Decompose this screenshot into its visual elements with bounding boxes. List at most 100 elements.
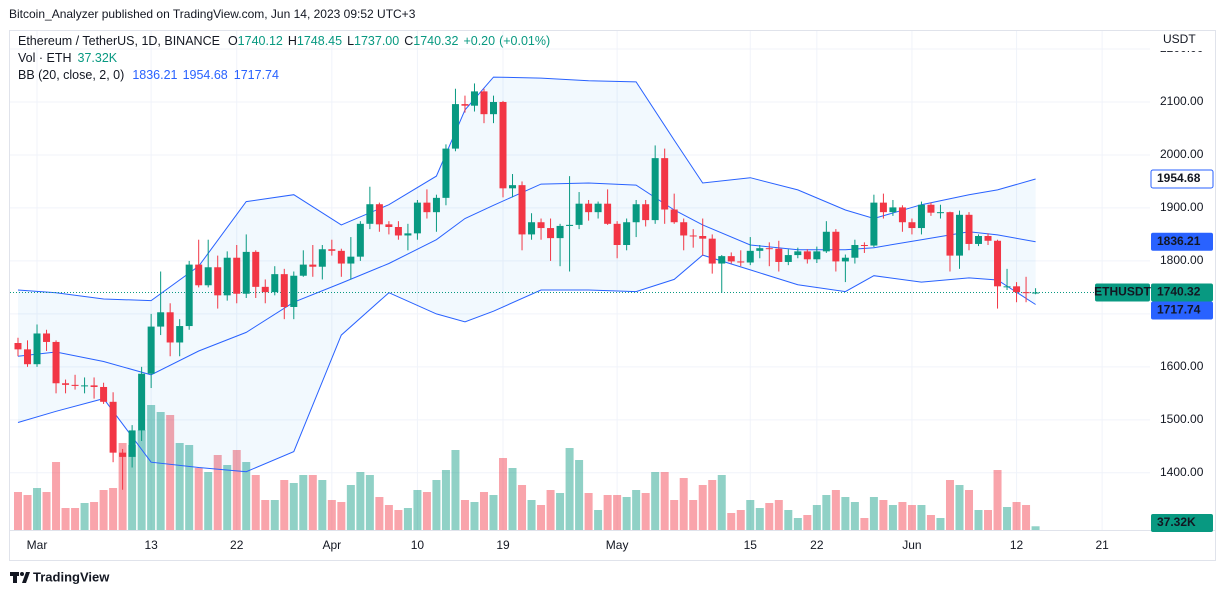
volume-bar [166,415,175,530]
volume-bar [575,460,584,530]
volume-bar [137,430,146,530]
x-tick-label: May [606,538,629,552]
candle-body [1013,286,1021,293]
volume-bar [109,488,118,530]
volume-bar [774,500,783,530]
y-tick-label: 1400.00 [1160,465,1204,479]
candle-body [1003,286,1011,288]
x-tick-label: 21 [1095,538,1109,552]
bb-value: 1717.74 [234,68,279,82]
candle [784,249,792,266]
volume-bar [365,475,374,530]
candle [623,218,631,251]
candle [43,329,51,351]
candle [252,250,260,298]
volume-bar [185,445,194,530]
candle [566,176,574,272]
y-tick-label: 1800.00 [1160,253,1204,267]
candle [1022,276,1030,303]
candle [480,88,488,124]
ohlc-value: 1740.32 [413,34,458,48]
volume-bar [270,500,279,530]
y-tick-label: 1600.00 [1160,359,1204,373]
candle [537,218,545,240]
candle [1032,288,1040,295]
candle-body [423,202,431,213]
volume-bar [337,502,346,530]
candle-body [24,349,32,365]
candle-body [689,235,697,237]
candle-body [328,249,336,251]
candle [470,83,478,112]
y-tick-label: 1500.00 [1160,412,1204,426]
volume-bar [860,518,869,530]
candle-body [594,203,602,213]
candle [984,233,992,246]
x-tick-label: Jun [902,538,921,552]
candle-body [347,256,355,264]
volume-bar [251,475,260,530]
volume-bar [917,505,926,530]
volume-bar [156,412,165,530]
candle [261,279,269,304]
bb-name: BB (20, close, 2, 0) [18,68,124,82]
candle [965,212,973,251]
candle-body [917,204,925,229]
volume-bar [841,497,850,530]
candle [898,205,906,232]
candle-body [547,228,555,239]
candle-body [680,222,688,236]
candle [794,247,802,259]
ohlc-value: 1740.12 [238,34,283,48]
candle [166,303,174,357]
candle-body [385,224,393,227]
ohlc-prefix: C [404,34,413,48]
x-tick-label: 13 [144,538,158,552]
candle-body [765,248,773,250]
candle [889,199,897,216]
candle-body [822,231,830,252]
volume-bar [698,485,707,530]
volume-bar [413,490,422,530]
plot [10,76,1150,530]
candle-body [699,236,707,239]
candle-body [299,264,307,276]
x-tick-label: 22 [230,538,244,552]
candle-body [623,222,631,246]
volume-bar [717,475,726,530]
candle-body [1032,292,1040,294]
candle-body [832,231,840,262]
volume-bar [194,468,203,530]
candle [575,192,583,230]
candle-body [803,251,811,260]
candle [613,221,621,259]
candle-body [870,202,878,246]
candle-body [642,204,650,221]
volume-bar [61,508,70,530]
last-price-badge-bg [1151,283,1213,302]
candle [157,271,165,336]
candle-body [461,104,469,106]
candle-body [52,341,60,384]
candle [442,144,450,206]
volume-bar [356,472,365,530]
candle-body [195,264,203,286]
volume-bar [384,505,393,530]
candle [309,245,317,277]
candle-body [879,202,887,213]
candle [147,313,155,389]
candle-body [737,261,745,263]
volume-bar [147,405,156,530]
candle [385,221,393,235]
bb-lower [17,254,1036,473]
volume-bar [14,492,22,530]
volume-bar [784,510,793,530]
volume-bar [565,448,574,530]
candle [214,255,222,309]
candle-body [309,264,317,267]
candle [737,250,745,267]
candle [499,100,507,198]
volume-bar [280,480,289,530]
volume-bar [432,480,441,530]
footer-logo [10,572,30,583]
